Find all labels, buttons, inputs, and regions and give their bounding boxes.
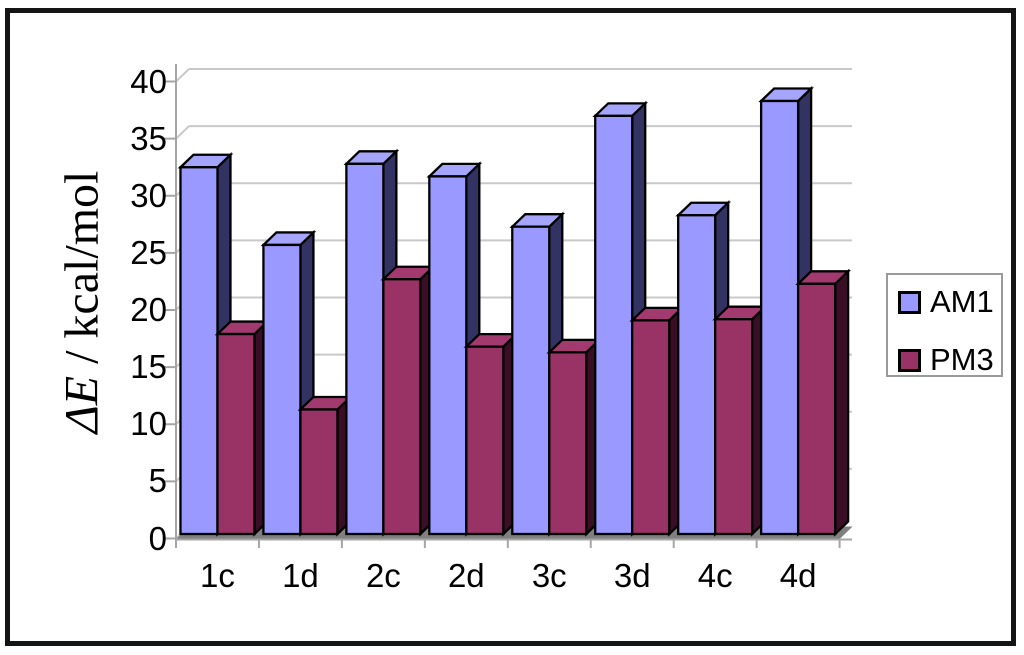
bar-front-face <box>262 243 302 536</box>
bar-front-face <box>428 175 468 536</box>
bar-front-face <box>594 114 634 536</box>
x-category-label-3c: 3c <box>531 557 567 594</box>
bar-front-face <box>759 99 800 536</box>
y-tick-label-30: 30 <box>130 176 167 214</box>
x-category-label-1c: 1c <box>200 557 235 594</box>
legend-label-PM3: PM3 <box>930 342 994 377</box>
bar-front-face <box>382 278 422 536</box>
y-tick-label-40: 40 <box>130 62 167 100</box>
depth-connector <box>175 125 190 140</box>
x-category-label-4c: 4c <box>697 557 733 594</box>
x-category-label-1d: 1d <box>282 557 319 594</box>
bar-PM3-4d <box>795 268 851 537</box>
y-tick-label-35: 35 <box>130 119 167 157</box>
bar-front-face <box>511 225 551 536</box>
bar-PM3-1d <box>297 394 354 537</box>
bar-front-face <box>548 351 588 536</box>
bar-front-face <box>714 318 754 536</box>
x-category-label-2d: 2d <box>447 557 485 594</box>
bar-PM3-4c <box>712 304 769 537</box>
bar-front-face <box>179 166 219 536</box>
bar-front-face <box>465 345 505 536</box>
bar-side-face <box>833 268 850 537</box>
y-tick-label-0: 0 <box>148 519 167 557</box>
legend-label-AM1: AM1 <box>930 284 994 319</box>
bar-PM3-1c <box>214 318 271 537</box>
y-tick-label-15: 15 <box>130 348 167 386</box>
legend: AM1 PM3 <box>886 273 1003 377</box>
legend-item-AM1: AM1 <box>898 284 994 319</box>
y-tick-label-20: 20 <box>130 291 167 328</box>
x-category-label-2c: 2c <box>365 557 401 594</box>
legend-swatch-AM1 <box>898 290 921 314</box>
legend-item-PM3: PM3 <box>898 342 994 377</box>
x-category-label-4d: 4d <box>779 557 817 594</box>
depth-connector <box>175 68 190 83</box>
legend-swatch-PM3 <box>898 348 921 372</box>
bar-front-face <box>345 162 385 536</box>
bar-front-face <box>677 214 717 536</box>
bar-PM3-2d <box>463 331 520 537</box>
bar-PM3-2c <box>380 264 437 537</box>
bar-front-face <box>796 282 837 536</box>
y-tick-label-5: 5 <box>148 462 167 500</box>
bar-PM3-3d <box>629 305 686 537</box>
y-tick-label-25: 25 <box>130 233 167 271</box>
bar-PM3-3c <box>546 337 603 537</box>
bar-front-face <box>216 332 256 536</box>
bar-front-face <box>299 408 339 536</box>
x-category-label-3d: 3d <box>613 557 651 594</box>
y-tick-label-10: 10 <box>130 405 167 443</box>
bar-front-face <box>631 319 671 536</box>
